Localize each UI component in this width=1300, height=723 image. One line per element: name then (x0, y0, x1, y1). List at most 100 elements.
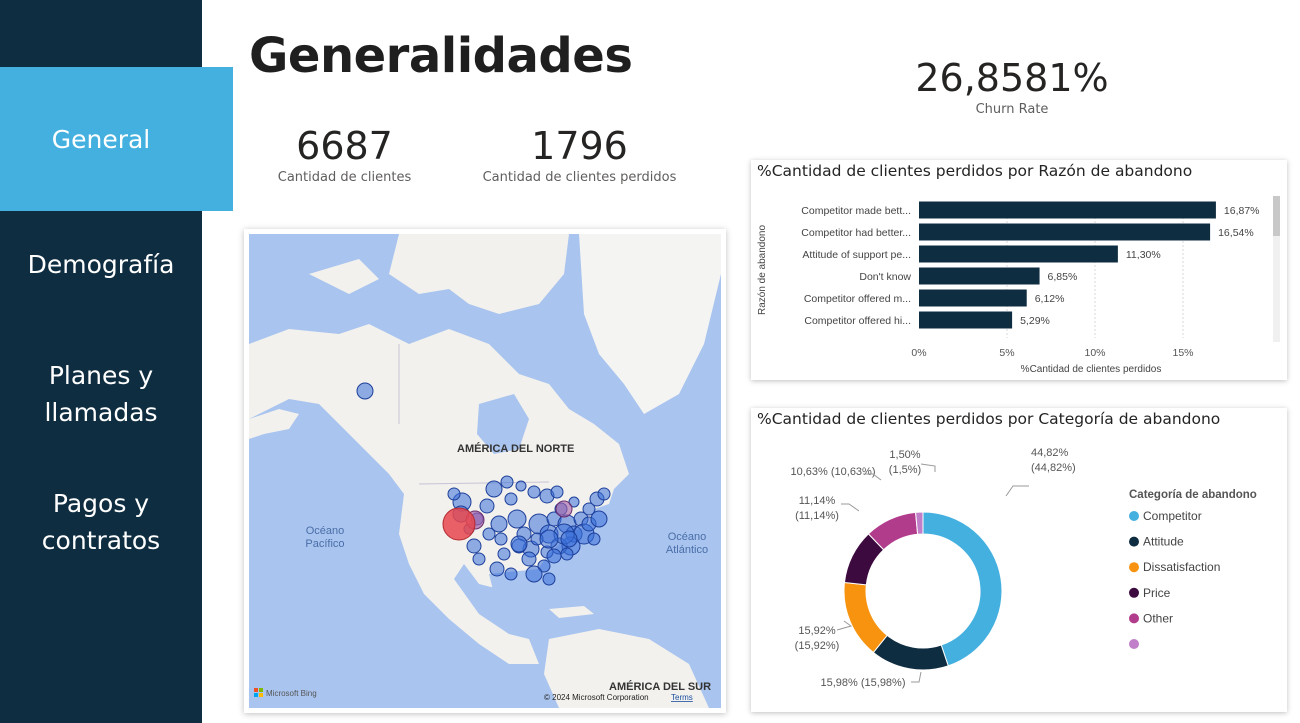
map-bubble[interactable] (539, 529, 559, 549)
map-bubble[interactable] (515, 480, 527, 492)
bar-category-label: Competitor had better... (801, 227, 911, 239)
kpi-customers: 6687 Cantidad de clientes (262, 124, 427, 185)
nav-item-pagos-contratos[interactable]: Pagos y contratos (41, 489, 161, 555)
scrollbar-thumb[interactable] (1273, 196, 1280, 236)
bing-logo-icon (254, 688, 263, 697)
map-bubble[interactable] (504, 567, 518, 581)
bubble-layer[interactable] (356, 382, 611, 586)
bar[interactable] (919, 289, 1027, 307)
map-bubble[interactable] (482, 527, 496, 541)
kpi-churn-label: Churn Rate (975, 102, 1049, 117)
map-bubble[interactable] (555, 500, 573, 518)
donut-slice[interactable] (915, 511, 924, 535)
map-bubble[interactable] (466, 538, 482, 554)
map-bubble[interactable] (504, 492, 518, 506)
kpi-churn-rate: 26,8581% Churn Rate (902, 56, 1122, 117)
legend-marker[interactable] (1129, 511, 1139, 521)
x-tick-label: 0% (911, 347, 926, 359)
legend-marker[interactable] (1129, 613, 1139, 624)
map-terms-link[interactable]: Terms (671, 693, 693, 702)
map-bubble[interactable] (560, 530, 578, 548)
donut-slice[interactable] (843, 581, 888, 654)
map-bubble[interactable] (550, 485, 564, 499)
bar[interactable] (919, 245, 1118, 263)
legend-label[interactable]: Other (1143, 611, 1173, 625)
map-bubble-highlight[interactable] (442, 507, 476, 541)
donut-slice[interactable] (922, 511, 1003, 667)
map-bubble[interactable] (510, 535, 528, 553)
map-bubble[interactable] (546, 548, 562, 564)
donut-data-label: 44,82% (1031, 447, 1069, 459)
donut-data-label: (11,14%) (795, 510, 839, 522)
map-bubble[interactable] (521, 551, 537, 567)
map-bubble[interactable] (507, 509, 527, 529)
label-pacific-2: Pacífico (305, 538, 344, 550)
map-bubble[interactable] (500, 475, 514, 489)
map-bubble[interactable] (489, 561, 505, 577)
donut-slice[interactable] (872, 634, 949, 671)
bar-value-label: 6,85% (1048, 271, 1078, 283)
label-atlantic-2: Atlántico (666, 544, 708, 556)
map-bubble[interactable] (560, 547, 574, 561)
legend-label[interactable]: Dissatisfaction (1143, 560, 1220, 574)
bar-category-label: Competitor made bett... (801, 205, 911, 217)
donut-leader-line (1005, 485, 1029, 497)
legend-marker[interactable] (1129, 562, 1139, 573)
bar-value-label: 6,12% (1035, 293, 1065, 305)
map-bubble[interactable] (542, 572, 556, 586)
legend-marker[interactable] (1129, 587, 1139, 598)
map-copyright: © 2024 Microsoft Corporation (544, 693, 649, 702)
map-bubble[interactable] (479, 498, 495, 514)
nav-item-planes-llamadas[interactable]: Planes y llamadas (44, 361, 158, 427)
donut-leader-line (841, 503, 860, 512)
nav-item-demografia[interactable]: Demografía (27, 250, 175, 279)
map-canvas[interactable]: AMÉRICA DEL NORTE AMÉRICA DEL SUR Océano… (249, 234, 721, 708)
alaska-peninsula-landmass (249, 409, 299, 439)
legend-label[interactable]: Attitude (1143, 535, 1184, 549)
scrollbar-track[interactable] (1273, 196, 1280, 342)
bar[interactable] (919, 267, 1040, 285)
map-bubble[interactable] (587, 532, 601, 546)
bar-chart[interactable]: Razón de abandono Competitor made bett...… (751, 160, 1287, 380)
map-bubble[interactable] (485, 480, 503, 498)
map-bubble[interactable] (356, 382, 374, 400)
map-visual[interactable]: AMÉRICA DEL NORTE AMÉRICA DEL SUR Océano… (244, 229, 726, 713)
map-bubble[interactable] (472, 552, 486, 566)
donut-leader-line (863, 473, 882, 481)
x-tick-label: 10% (1084, 347, 1105, 359)
arctic-island-landmass (309, 259, 379, 294)
bar-value-label: 11,30% (1126, 249, 1161, 261)
map-bubble[interactable] (568, 496, 580, 508)
donut-leader-line (920, 463, 936, 472)
bing-attribution: Microsoft Bing (266, 689, 317, 698)
nav-item-general[interactable]: General (0, 67, 233, 211)
bar-chart-title: %Cantidad de clientes perdidos por Razón… (757, 162, 1193, 180)
legend-label[interactable]: Price (1143, 586, 1171, 600)
map-bubble[interactable] (497, 547, 511, 561)
donut-data-label: (1,5%) (889, 464, 921, 476)
page-title: Generalidades (249, 28, 633, 84)
legend-label[interactable]: Competitor (1143, 509, 1202, 523)
donut-chart[interactable]: 44,82% (44,82%) 15,98% (15,98%) 15,92% (15,9… (751, 408, 1287, 712)
bar[interactable] (919, 223, 1211, 241)
map-bubble[interactable] (447, 487, 461, 501)
bar-category-label: Competitor offered hi... (804, 315, 911, 327)
map-bubble[interactable] (537, 559, 551, 573)
map-bubble[interactable] (490, 515, 508, 533)
map-bubble[interactable] (525, 565, 543, 583)
legend-marker[interactable] (1129, 536, 1139, 547)
map-bubble[interactable] (582, 502, 596, 516)
legend-marker[interactable] (1129, 639, 1139, 649)
map-bubble[interactable] (494, 532, 508, 546)
x-tick-label: 15% (1172, 347, 1193, 359)
north-america-landmass (249, 324, 629, 664)
bar[interactable] (919, 311, 1013, 329)
map-bubble[interactable] (597, 487, 611, 501)
map-bubble[interactable] (590, 510, 608, 528)
map-bubble[interactable] (527, 485, 541, 499)
donut-data-label: 15,92% (798, 625, 836, 637)
kpi-customers-value: 6687 (296, 124, 393, 168)
us-canada-border (418, 481, 550, 485)
legend-title: Categoría de abandono (1129, 489, 1257, 501)
bar[interactable] (919, 201, 1216, 219)
